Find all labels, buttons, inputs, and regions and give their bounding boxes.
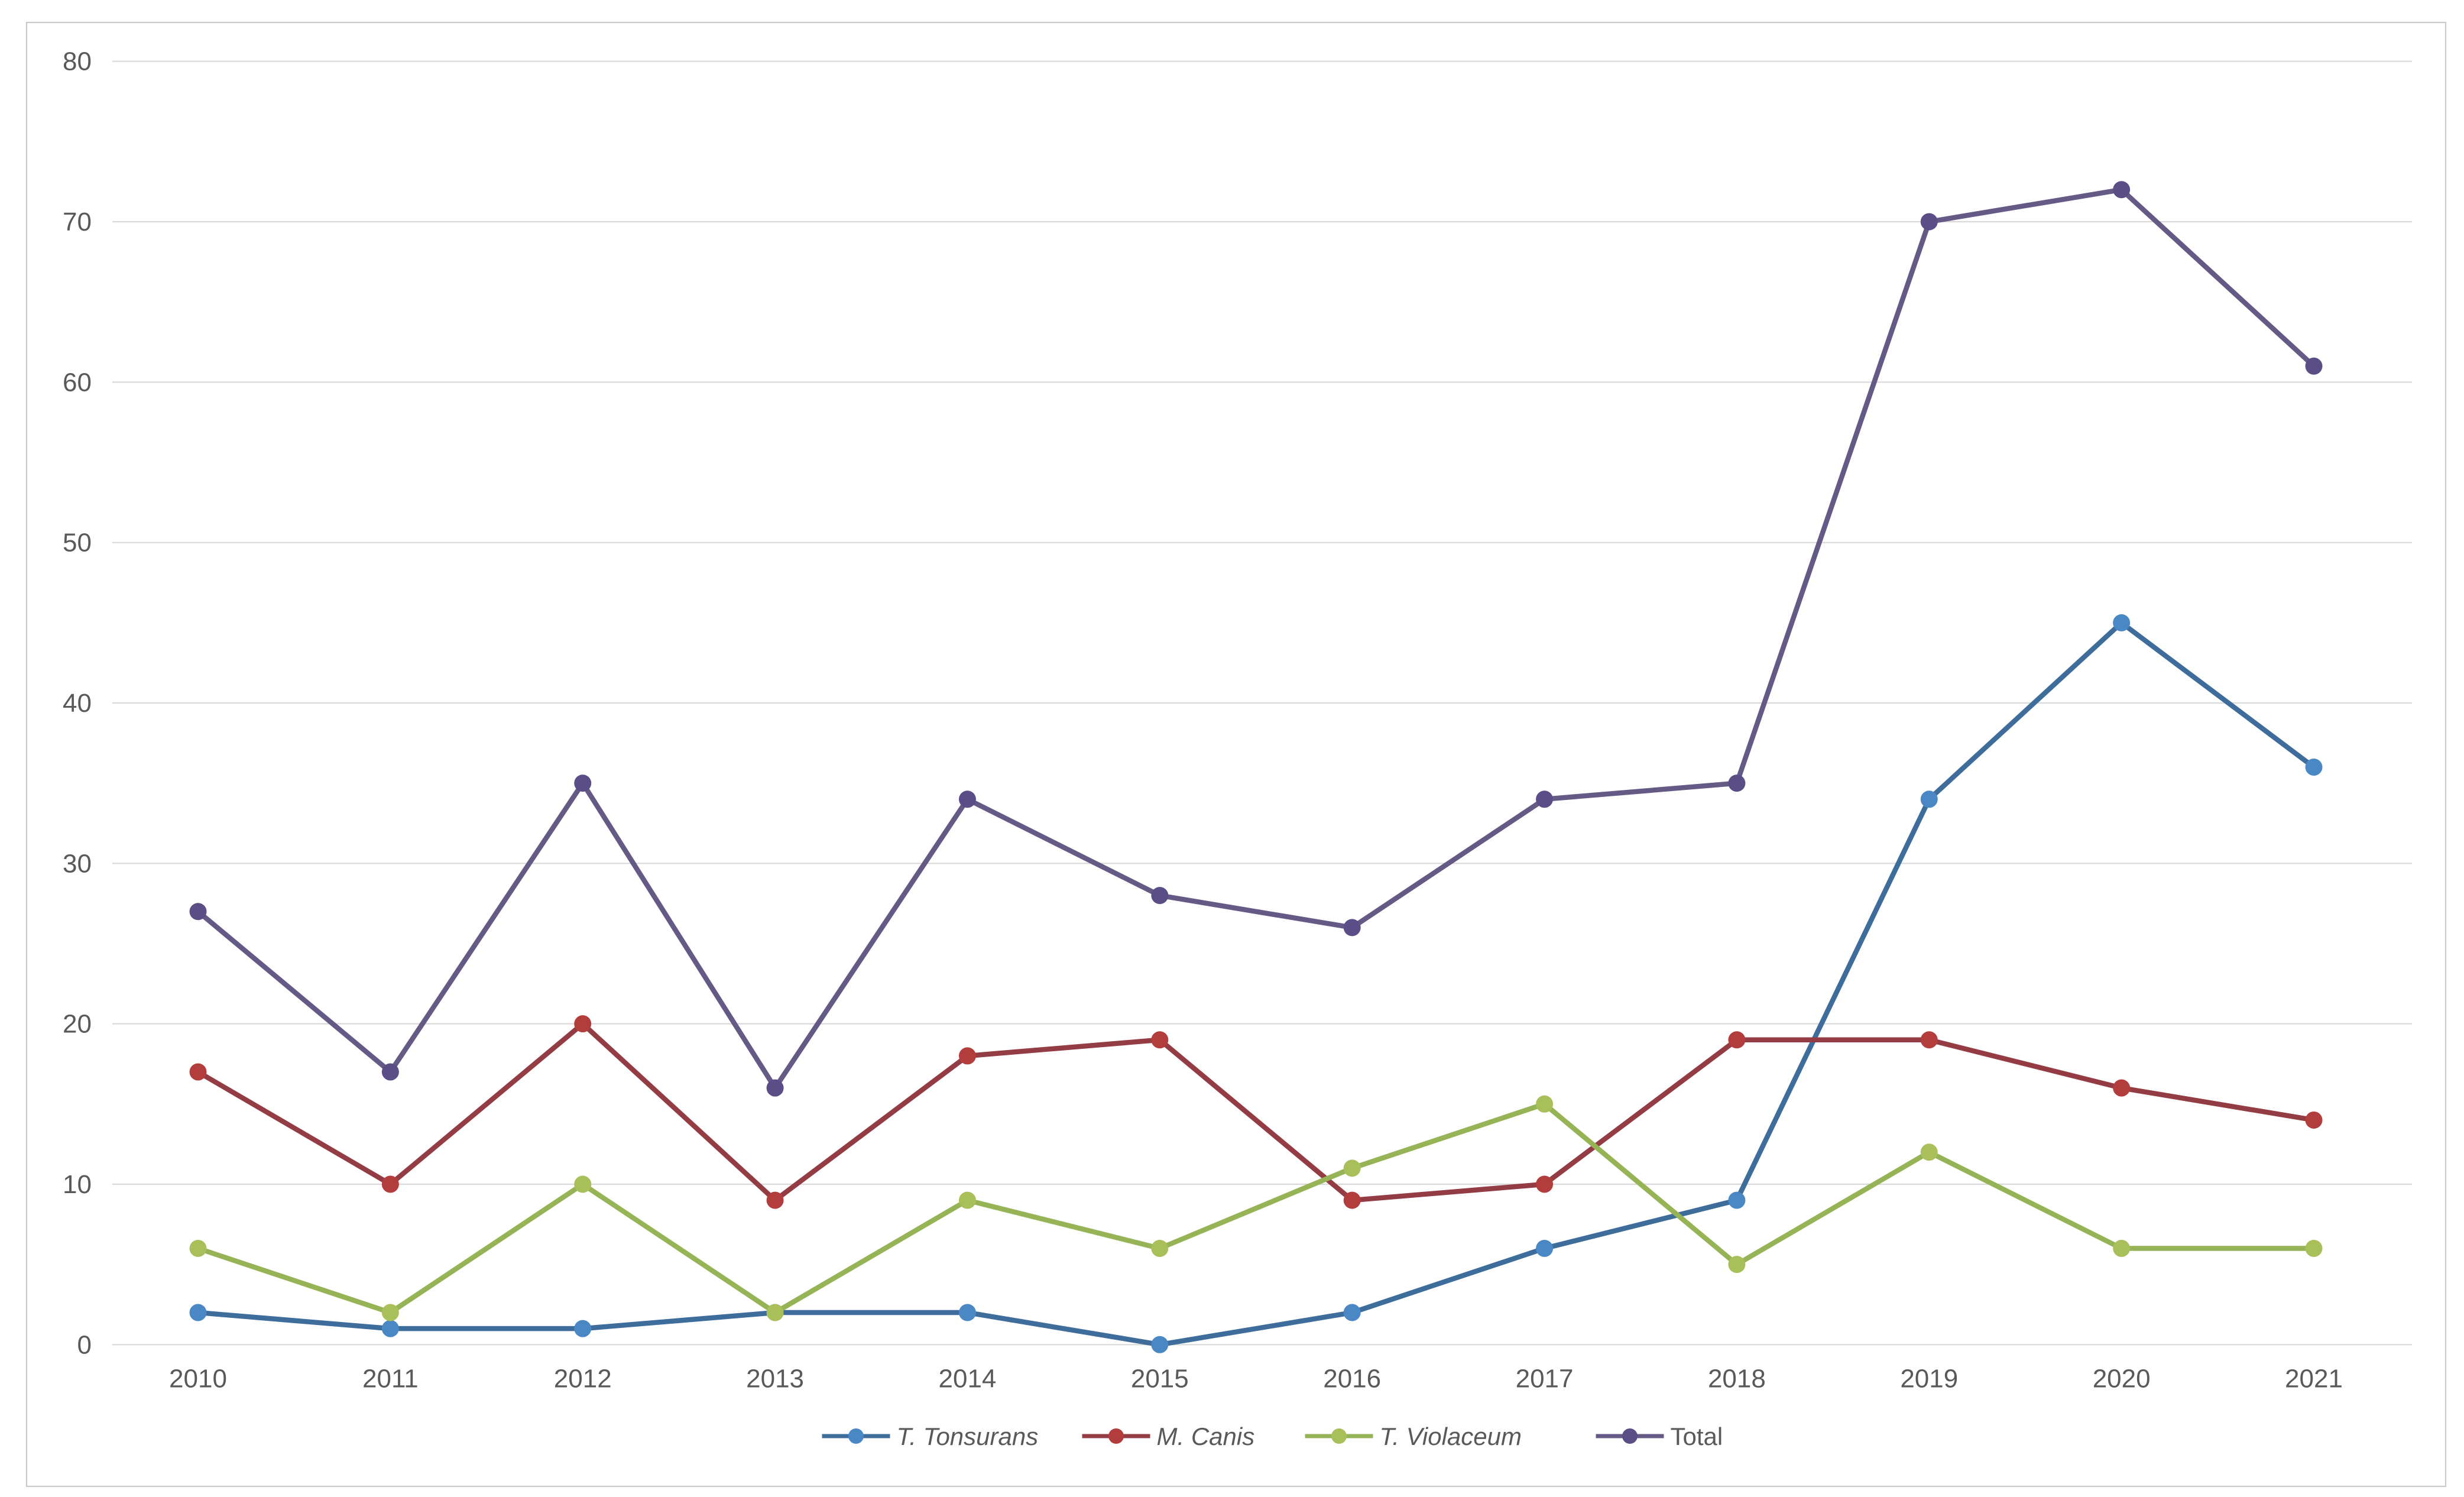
svg-text:80: 80 — [63, 47, 92, 76]
svg-text:T. Tonsurans: T. Tonsurans — [897, 1423, 1039, 1450]
svg-text:2014: 2014 — [939, 1364, 997, 1393]
svg-text:40: 40 — [63, 689, 92, 718]
svg-text:2010: 2010 — [169, 1364, 227, 1393]
svg-text:10: 10 — [63, 1170, 92, 1199]
svg-text:2015: 2015 — [1131, 1364, 1189, 1393]
svg-text:2016: 2016 — [1323, 1364, 1381, 1393]
svg-text:T. Violaceum: T. Violaceum — [1380, 1423, 1522, 1450]
svg-text:2017: 2017 — [1516, 1364, 1574, 1393]
svg-text:2021: 2021 — [2285, 1364, 2343, 1393]
svg-text:M. Canis: M. Canis — [1157, 1423, 1255, 1450]
svg-text:30: 30 — [63, 849, 92, 878]
svg-text:2020: 2020 — [2093, 1364, 2151, 1393]
svg-text:70: 70 — [63, 208, 92, 236]
svg-text:Total: Total — [1671, 1423, 1723, 1450]
svg-text:20: 20 — [63, 1010, 92, 1039]
svg-text:2018: 2018 — [1708, 1364, 1766, 1393]
svg-text:0: 0 — [77, 1330, 92, 1359]
svg-text:60: 60 — [63, 368, 92, 397]
svg-text:2011: 2011 — [362, 1364, 419, 1393]
svg-text:2012: 2012 — [554, 1364, 612, 1393]
svg-text:50: 50 — [63, 529, 92, 558]
svg-text:2013: 2013 — [746, 1364, 804, 1393]
svg-text:2019: 2019 — [1900, 1364, 1958, 1393]
